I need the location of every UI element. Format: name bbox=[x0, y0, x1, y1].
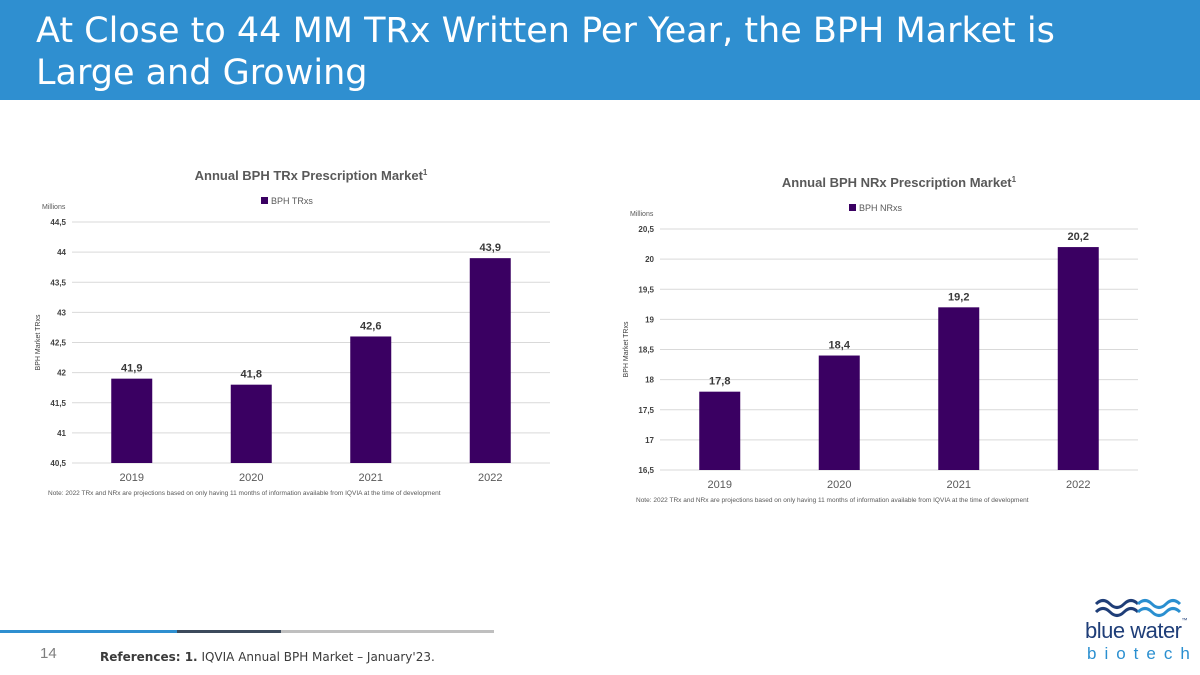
trx-value-label-2019: 41,9 bbox=[121, 363, 142, 375]
trx-x-tick-label-2021: 2021 bbox=[359, 472, 383, 484]
footer-bar-blue bbox=[0, 630, 177, 633]
logo-wordmark-top: blue water™ bbox=[1085, 618, 1187, 644]
nrx-y-tick-label: 16,5 bbox=[638, 466, 654, 475]
nrx-y-tick-label: 18,5 bbox=[638, 346, 654, 355]
trx-bar-2022 bbox=[469, 258, 511, 463]
trx-y-tick-label: 44 bbox=[57, 248, 66, 257]
trx-value-label-2020: 41,8 bbox=[241, 369, 262, 381]
nrx-y-tick-label: 19,5 bbox=[638, 285, 654, 294]
trx-note: Note: 2022 TRx and NRx are projections b… bbox=[48, 490, 441, 497]
trx-value-label-2022: 43,9 bbox=[480, 242, 501, 254]
trx-y-tick-label: 43 bbox=[57, 308, 66, 317]
nrx-bar-2020 bbox=[818, 355, 860, 470]
nrx-x-tick-label-2022: 2022 bbox=[1066, 479, 1090, 491]
nrx-y-tick-label: 20 bbox=[645, 255, 654, 264]
references-text: IQVIA Annual BPH Market – January'23. bbox=[197, 650, 435, 664]
trx-y-tick-label: 41 bbox=[57, 429, 66, 438]
trx-y-axis-title: BPH Market TRxs bbox=[35, 314, 42, 370]
nrx-y-tick-label: 17,5 bbox=[638, 406, 654, 415]
trx-bar-2020 bbox=[230, 384, 272, 463]
nrx-chart-title-superscript: 1 bbox=[1012, 175, 1017, 184]
nrx-x-tick-label-2020: 2020 bbox=[827, 479, 851, 491]
nrx-value-label-2021: 19,2 bbox=[948, 291, 969, 303]
nrx-x-tick-label-2019: 2019 bbox=[708, 479, 732, 491]
nrx-y-tick-label: 20,5 bbox=[638, 225, 654, 234]
trx-y-tick-label: 42,5 bbox=[50, 339, 66, 348]
nrx-bar-2021 bbox=[938, 307, 980, 470]
trx-bar-2019 bbox=[111, 378, 153, 463]
trx-legend-label: BPH TRxs bbox=[271, 196, 313, 206]
trx-y-tick-label: 44,5 bbox=[50, 218, 66, 227]
references: References: 1. IQVIA Annual BPH Market –… bbox=[100, 650, 435, 664]
trx-chart-title-text: Annual BPH TRx Prescription Market bbox=[195, 168, 424, 183]
trx-chart: Annual BPH TRx Prescription Market1 BPH T… bbox=[20, 160, 580, 505]
nrx-y-axis-title: BPH Market TRxs bbox=[623, 321, 630, 377]
nrx-chart-title: Annual BPH NRx Prescription Market1 bbox=[782, 175, 1017, 190]
company-logo: blue water™ biotech bbox=[1082, 596, 1194, 668]
trx-x-tick-label-2022: 2022 bbox=[478, 472, 502, 484]
footer-bar-dark bbox=[177, 630, 281, 633]
trx-y-tick-label: 42 bbox=[57, 369, 66, 378]
references-label: References: 1. bbox=[100, 650, 198, 664]
trx-chart-svg: Annual BPH TRx Prescription Market1 BPH T… bbox=[35, 168, 550, 497]
trx-x-tick-label-2019: 2019 bbox=[120, 472, 144, 484]
footer-bar-grey bbox=[281, 630, 494, 633]
logo-wordmark-bottom: biotech bbox=[1087, 644, 1198, 663]
logo-line1-text: blue water bbox=[1085, 618, 1182, 643]
nrx-y-tick-label: 17 bbox=[645, 436, 654, 445]
nrx-bar-2019 bbox=[699, 391, 741, 470]
trx-value-label-2021: 42,6 bbox=[360, 320, 381, 332]
nrx-value-label-2020: 18,4 bbox=[829, 340, 851, 352]
page-number: 14 bbox=[40, 645, 57, 662]
trx-chart-title-superscript: 1 bbox=[423, 168, 428, 177]
trx-units-label: Millions bbox=[42, 204, 66, 211]
nrx-legend-swatch bbox=[849, 204, 856, 211]
trx-y-tick-label: 41,5 bbox=[50, 399, 66, 408]
nrx-bar-2022 bbox=[1057, 247, 1099, 470]
trx-x-tick-label-2020: 2020 bbox=[239, 472, 263, 484]
nrx-value-label-2019: 17,8 bbox=[709, 376, 730, 388]
nrx-x-tick-label-2021: 2021 bbox=[947, 479, 971, 491]
nrx-value-label-2022: 20,2 bbox=[1068, 231, 1089, 243]
title-banner: At Close to 44 MM TRx Written Per Year, … bbox=[0, 0, 1200, 100]
logo-tm: ™ bbox=[1181, 618, 1188, 624]
nrx-y-tick-label: 19 bbox=[645, 315, 654, 324]
nrx-units-label: Millions bbox=[630, 211, 654, 218]
nrx-chart-svg: Annual BPH NRx Prescription Market1 BPH N… bbox=[623, 175, 1138, 504]
nrx-y-tick-label: 18 bbox=[645, 376, 654, 385]
trx-y-tick-label: 40,5 bbox=[50, 459, 66, 468]
slide-title: At Close to 44 MM TRx Written Per Year, … bbox=[36, 11, 1055, 93]
trx-chart-title: Annual BPH TRx Prescription Market1 bbox=[195, 168, 428, 183]
nrx-chart: Annual BPH NRx Prescription Market1 BPH N… bbox=[608, 167, 1168, 512]
wave-icon bbox=[1094, 599, 1182, 617]
trx-legend-swatch bbox=[261, 197, 268, 204]
trx-y-tick-label: 43,5 bbox=[50, 278, 66, 287]
nrx-note: Note: 2022 TRx and NRx are projections b… bbox=[636, 497, 1029, 504]
nrx-chart-title-text: Annual BPH NRx Prescription Market bbox=[782, 175, 1012, 190]
trx-bar-2021 bbox=[350, 336, 392, 463]
nrx-legend-label: BPH NRxs bbox=[859, 203, 903, 213]
